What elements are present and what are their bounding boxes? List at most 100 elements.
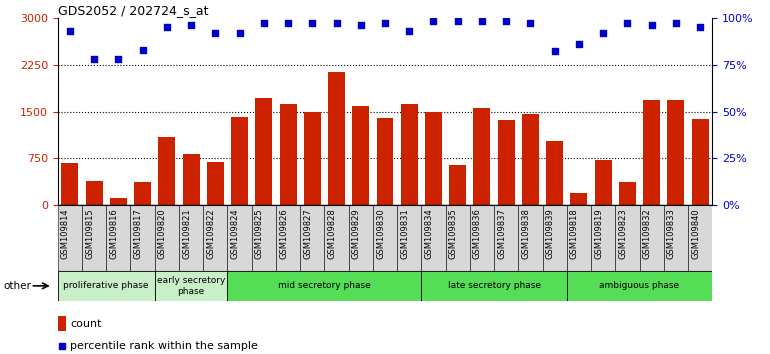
Point [670,21,682,26]
Text: GSM109818: GSM109818 [570,209,579,259]
Bar [446,205,470,271]
Point [355,22,367,28]
Bar [155,271,227,301]
Bar [470,205,494,271]
Text: GSM109823: GSM109823 [618,209,628,259]
Bar [567,271,712,301]
Bar [159,137,176,205]
Point [379,21,391,26]
Bar [58,271,155,301]
Text: late secretory phase: late secretory phase [447,281,541,290]
Text: GSM109835: GSM109835 [449,209,457,259]
Bar [324,205,349,271]
Bar [62,164,79,205]
Bar [82,205,106,271]
Text: GSM109824: GSM109824 [230,209,239,259]
Text: GSM109815: GSM109815 [85,209,94,259]
Point [209,30,222,35]
Text: GDS2052 / 202724_s_at: GDS2052 / 202724_s_at [58,4,208,17]
Point [500,19,512,24]
Bar [207,161,224,205]
Point [645,22,658,28]
Text: GSM109834: GSM109834 [424,209,434,259]
Point [403,28,415,34]
Bar [134,182,151,205]
Bar [494,205,518,271]
Bar [280,104,296,205]
Bar [571,193,588,205]
Bar [256,98,273,205]
Bar [619,182,636,205]
Text: GSM109822: GSM109822 [206,209,216,259]
Point [161,24,173,30]
Point [64,28,76,34]
Point [185,22,197,28]
Text: GSM109826: GSM109826 [279,209,288,259]
Point [136,47,149,52]
Point [597,30,609,35]
Bar [397,205,421,271]
Bar [518,205,543,271]
Text: GSM109814: GSM109814 [61,209,70,259]
Text: GSM109832: GSM109832 [643,209,651,259]
Text: mid secretory phase: mid secretory phase [278,281,371,290]
Text: GSM109833: GSM109833 [667,209,676,259]
Bar [373,205,397,271]
Bar [497,120,514,205]
Bar [155,205,179,271]
Bar [615,205,640,271]
Point [476,19,488,24]
Point [258,21,270,26]
Bar [227,271,421,301]
Bar [546,141,563,205]
Bar [474,108,490,205]
Bar [449,165,466,205]
Bar [304,112,321,205]
Point [451,19,464,24]
Bar [203,205,227,271]
Text: early secretory
phase: early secretory phase [157,276,226,296]
Bar [276,205,300,271]
Bar [110,198,127,205]
Text: GSM109831: GSM109831 [400,209,409,259]
Text: GSM109819: GSM109819 [594,209,603,259]
Text: GSM109836: GSM109836 [473,209,482,259]
Point [524,21,537,26]
Bar [85,181,102,205]
Text: GSM109827: GSM109827 [303,209,313,259]
Point [573,41,585,47]
Point [88,56,100,62]
Point [694,24,706,30]
Text: GSM109816: GSM109816 [109,209,119,259]
Bar [377,118,393,205]
Text: GSM109828: GSM109828 [327,209,336,259]
Bar [353,106,370,205]
Text: other: other [4,281,32,291]
Point [282,21,294,26]
Bar [58,316,66,331]
Bar [688,205,712,271]
Bar [643,100,660,205]
Text: GSM109825: GSM109825 [255,209,264,259]
Bar [182,154,199,205]
Bar [522,114,539,205]
Text: GSM109840: GSM109840 [691,209,700,259]
Point [112,56,125,62]
Bar [594,160,611,205]
Text: GSM109829: GSM109829 [352,209,361,259]
Bar [400,104,417,205]
Bar [179,205,203,271]
Bar [130,205,155,271]
Point [427,19,440,24]
Bar [227,205,252,271]
Bar [349,205,373,271]
Text: GSM109820: GSM109820 [158,209,167,259]
Point [306,21,319,26]
Bar [567,205,591,271]
Bar [543,205,567,271]
Text: proliferative phase: proliferative phase [63,281,149,290]
Text: GSM109837: GSM109837 [497,209,506,259]
Text: GSM109821: GSM109821 [182,209,191,259]
Text: GSM109839: GSM109839 [546,209,554,259]
Point [330,21,343,26]
